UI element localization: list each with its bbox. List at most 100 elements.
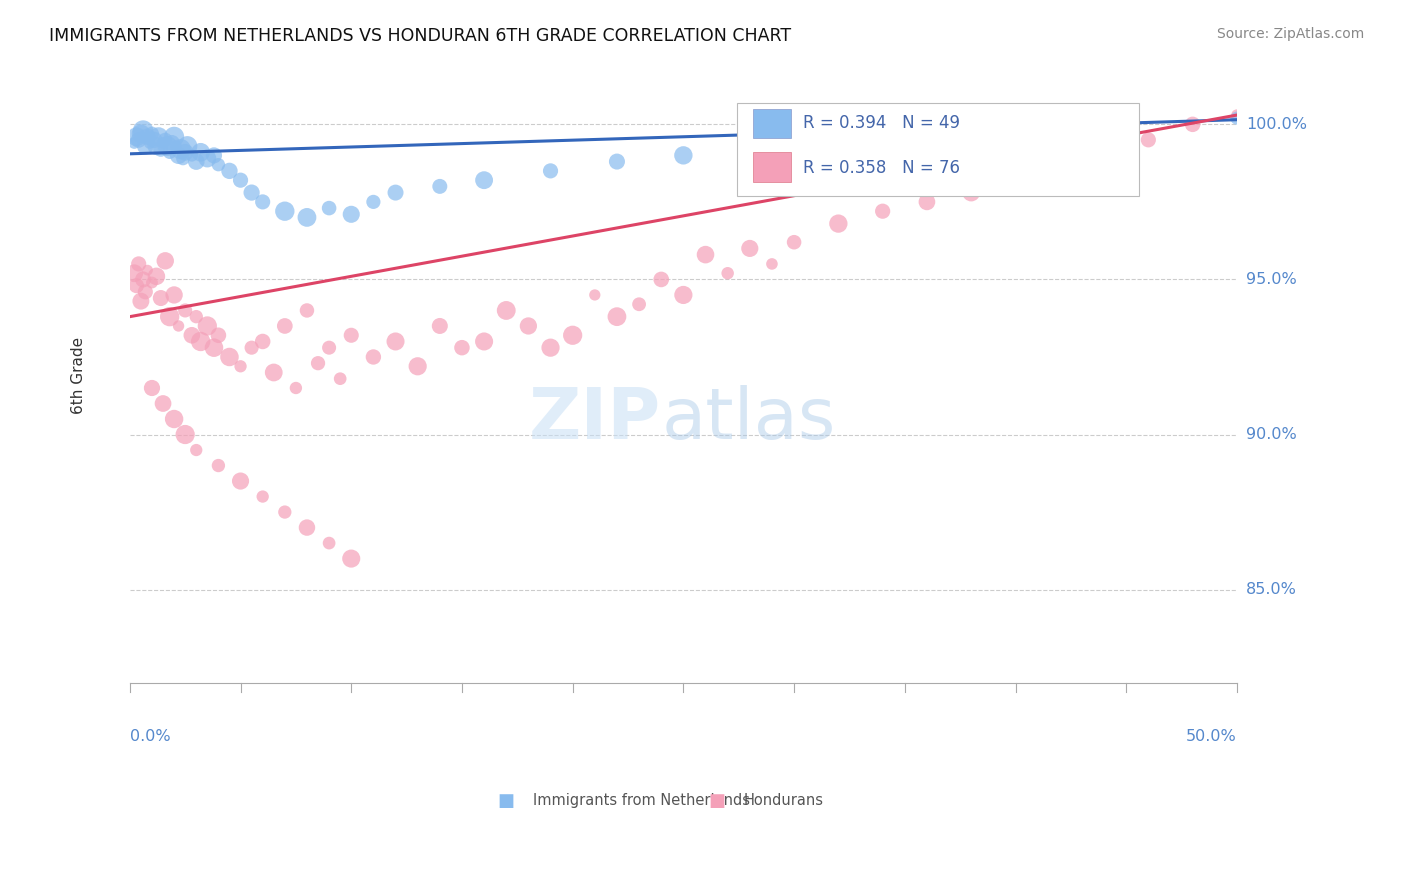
Point xyxy=(827,217,849,231)
FancyBboxPatch shape xyxy=(737,103,1139,195)
Point xyxy=(145,139,167,153)
Point xyxy=(1092,148,1115,162)
Point xyxy=(195,318,218,333)
Point xyxy=(517,318,540,333)
Point xyxy=(122,266,145,280)
Text: 0.0%: 0.0% xyxy=(129,729,170,744)
Point xyxy=(190,145,212,160)
Point xyxy=(136,263,159,277)
Point xyxy=(318,341,340,355)
Point xyxy=(129,127,152,141)
Point xyxy=(295,211,318,225)
Point xyxy=(1137,133,1160,147)
Point xyxy=(1226,108,1249,122)
Text: 90.0%: 90.0% xyxy=(1246,427,1296,442)
Point xyxy=(149,142,172,156)
Point xyxy=(495,303,517,318)
Point xyxy=(190,334,212,349)
Point xyxy=(284,381,307,395)
Point xyxy=(872,204,894,219)
Text: ZIP: ZIP xyxy=(529,384,661,453)
Point xyxy=(583,288,606,302)
Point xyxy=(274,505,297,519)
Point xyxy=(207,458,229,473)
Point xyxy=(132,272,155,286)
Point xyxy=(132,123,155,137)
Text: 100.0%: 100.0% xyxy=(1246,117,1306,132)
Point xyxy=(717,266,740,280)
Point xyxy=(167,318,190,333)
Point xyxy=(163,129,186,144)
Point xyxy=(307,356,329,370)
Point xyxy=(915,194,938,209)
Point xyxy=(163,412,186,426)
Point xyxy=(143,133,166,147)
Point xyxy=(960,186,983,200)
Point xyxy=(1226,111,1249,125)
Point xyxy=(148,129,170,144)
Point xyxy=(252,194,274,209)
Point xyxy=(186,154,208,169)
Point xyxy=(318,536,340,550)
Point xyxy=(240,186,263,200)
Point xyxy=(218,350,240,364)
Point xyxy=(672,288,695,302)
Point xyxy=(406,359,429,374)
Point xyxy=(472,334,495,349)
Point xyxy=(174,303,197,318)
Point xyxy=(125,129,148,144)
Point xyxy=(606,154,628,169)
Point xyxy=(186,443,208,458)
Text: Immigrants from Netherlands: Immigrants from Netherlands xyxy=(533,793,749,808)
Point xyxy=(129,294,152,309)
Point xyxy=(159,310,181,324)
Point xyxy=(141,381,163,395)
Text: ■: ■ xyxy=(498,791,515,810)
Point xyxy=(274,318,297,333)
Point xyxy=(218,164,240,178)
Point xyxy=(628,297,651,311)
Point xyxy=(202,341,225,355)
Point xyxy=(180,148,202,162)
Point xyxy=(229,474,252,488)
Text: 6th Grade: 6th Grade xyxy=(70,337,86,414)
Text: R = 0.358   N = 76: R = 0.358 N = 76 xyxy=(803,159,960,177)
Point xyxy=(783,235,806,250)
Point xyxy=(139,136,162,150)
Point xyxy=(340,207,363,221)
Point xyxy=(207,328,229,343)
Point xyxy=(128,133,150,147)
Point xyxy=(363,194,385,209)
Point xyxy=(1004,173,1026,187)
Point xyxy=(240,341,263,355)
Text: 95.0%: 95.0% xyxy=(1246,272,1296,287)
Point xyxy=(229,359,252,374)
Text: Source: ZipAtlas.com: Source: ZipAtlas.com xyxy=(1216,27,1364,41)
Point xyxy=(145,269,167,284)
Point xyxy=(384,334,406,349)
Point xyxy=(186,310,208,324)
Point xyxy=(1115,114,1137,128)
Point xyxy=(163,288,186,302)
Point xyxy=(318,201,340,215)
Point xyxy=(606,310,628,324)
Point xyxy=(159,145,181,160)
Point xyxy=(149,291,172,305)
FancyBboxPatch shape xyxy=(754,153,790,182)
Point xyxy=(202,148,225,162)
Text: ■: ■ xyxy=(709,791,725,810)
Point xyxy=(695,247,717,261)
Text: 85.0%: 85.0% xyxy=(1246,582,1296,597)
Point xyxy=(172,152,194,166)
Text: IMMIGRANTS FROM NETHERLANDS VS HONDURAN 6TH GRADE CORRELATION CHART: IMMIGRANTS FROM NETHERLANDS VS HONDURAN … xyxy=(49,27,792,45)
Point xyxy=(128,257,150,271)
Point xyxy=(472,173,495,187)
Point xyxy=(451,341,474,355)
FancyBboxPatch shape xyxy=(754,109,790,138)
Point xyxy=(195,152,218,166)
Point xyxy=(295,303,318,318)
Point xyxy=(329,372,352,386)
Point xyxy=(429,179,451,194)
Point xyxy=(155,133,177,147)
Point xyxy=(561,328,583,343)
